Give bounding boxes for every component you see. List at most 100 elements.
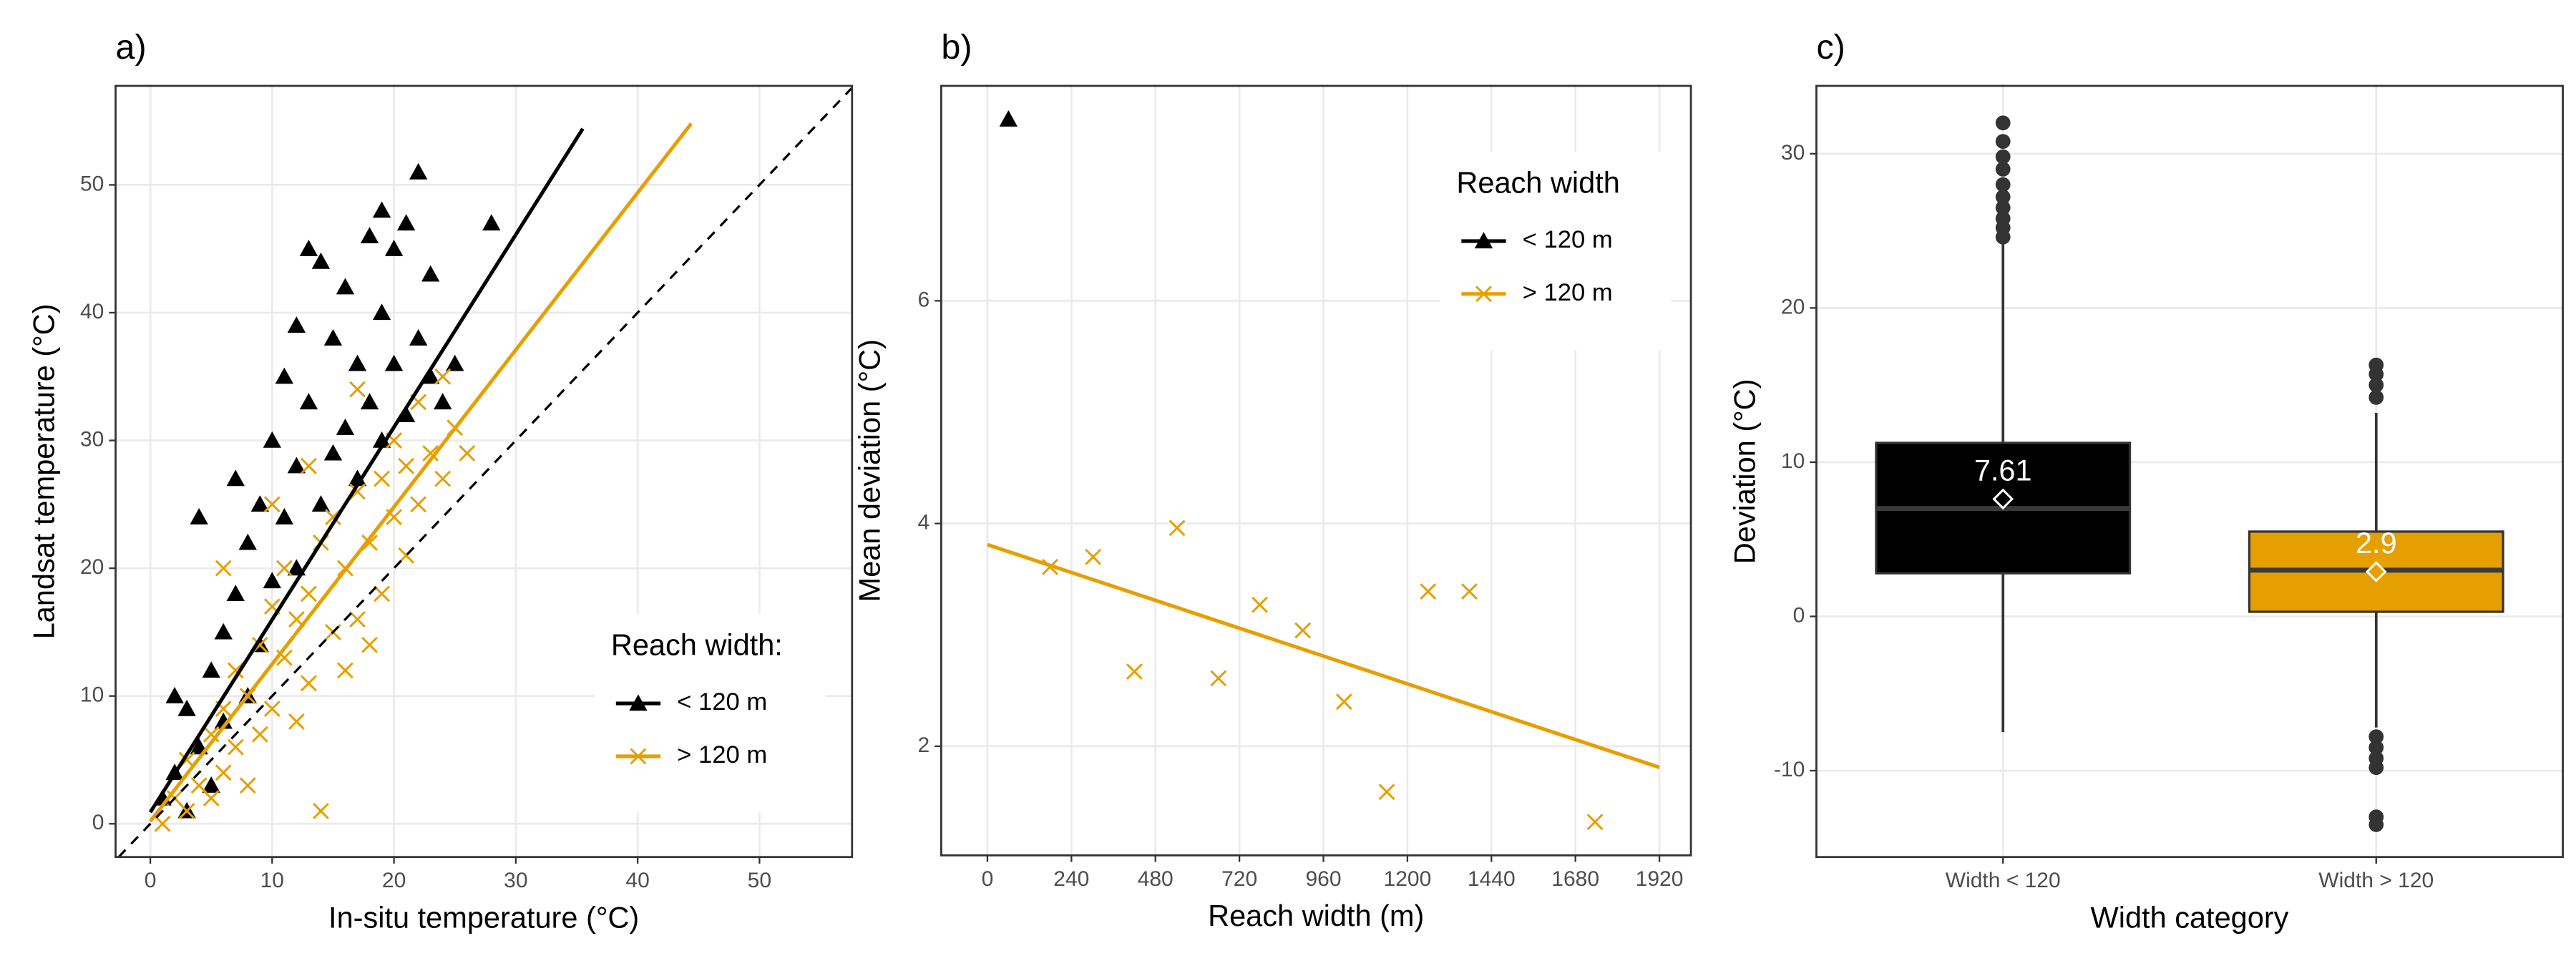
triangle-point <box>323 444 343 461</box>
triangle-point <box>299 393 318 410</box>
x-tick-label: 960 <box>1305 867 1341 891</box>
x-point <box>275 560 293 577</box>
fit-line <box>987 542 1660 769</box>
triangle-point <box>482 214 501 231</box>
outlier <box>1995 200 2011 215</box>
y-tick-label: 20 <box>80 555 104 579</box>
triangle-point <box>336 278 355 295</box>
triangle-point <box>177 699 196 716</box>
triangle-point <box>348 469 367 487</box>
x-point <box>434 470 452 487</box>
fit-line <box>149 122 693 823</box>
x-point <box>300 457 317 474</box>
x-point <box>349 611 366 628</box>
x-point <box>215 560 232 577</box>
triangle-point <box>238 533 257 550</box>
plot-frame <box>1815 84 2564 859</box>
x-tick-label: 30 <box>504 869 527 892</box>
x-tick-label: 480 <box>1138 867 1174 891</box>
triangle-point <box>202 661 220 678</box>
legend-label: < 120 m <box>1523 226 1613 253</box>
x-point <box>410 496 427 513</box>
triangle-point <box>311 495 331 512</box>
mean-label: 7.61 <box>1974 453 2032 487</box>
y-tick-label: 0 <box>92 811 104 834</box>
outlier <box>2368 729 2384 744</box>
legend-title: Reach width <box>1456 165 1619 199</box>
x-point <box>361 636 378 653</box>
x-point <box>349 483 366 500</box>
x-point <box>1378 784 1395 801</box>
x-point <box>337 662 353 679</box>
x-tick-label: 50 <box>748 869 771 892</box>
x-point <box>1294 622 1312 639</box>
panel-label: c) <box>1816 28 1845 67</box>
x-point <box>325 509 341 526</box>
plot-area <box>117 87 852 857</box>
triangle-point <box>396 214 416 231</box>
x-tick-label: 1200 <box>1384 867 1432 891</box>
y-tick-label: -10 <box>1774 758 1805 781</box>
x-tick-label: 10 <box>260 869 284 892</box>
x-axis-title: Width category <box>2091 900 2289 934</box>
legend-label: > 120 m <box>677 741 767 769</box>
x-tick-label: 720 <box>1221 867 1257 891</box>
x-point <box>239 777 256 794</box>
triangle-point <box>348 354 367 371</box>
x-point <box>263 701 280 717</box>
outlier <box>1995 210 2011 226</box>
outlier <box>1995 149 2011 165</box>
mean-marker <box>2365 561 2387 582</box>
y-tick-label: 0 <box>1793 603 1805 627</box>
y-tick-label: 30 <box>1781 141 1805 165</box>
outlier <box>1995 134 2011 149</box>
y-axis-title: Mean deviation (°C) <box>852 339 886 602</box>
x-point <box>154 815 171 832</box>
x-tick-label: Width > 120 <box>2318 869 2434 892</box>
outlier <box>2368 817 2384 832</box>
triangle-point <box>433 393 452 410</box>
y-tick-label: 40 <box>80 300 104 323</box>
outlier <box>1995 115 2011 131</box>
triangle-point <box>190 507 208 525</box>
triangle-point <box>299 239 318 256</box>
triangle-point <box>384 239 404 256</box>
x-point <box>251 726 268 743</box>
triangle-point <box>384 354 404 371</box>
y-tick-label: 10 <box>1781 449 1805 473</box>
triangle-point <box>263 572 282 589</box>
x-point <box>398 457 415 474</box>
triangle-point <box>214 712 233 729</box>
fit-line <box>148 127 585 814</box>
legend-background <box>1440 152 1672 351</box>
x-point <box>215 764 232 781</box>
mean-label: 2.9 <box>2356 526 2397 560</box>
y-axis-title: Landsat temperature (°C) <box>27 303 61 639</box>
x-tick-label: 1920 <box>1636 867 1684 891</box>
x-tick-label: 240 <box>1053 867 1089 891</box>
panel-label: b) <box>941 28 972 67</box>
x-point <box>203 726 220 743</box>
mean-marker <box>1992 488 2014 510</box>
x-point <box>312 802 329 819</box>
panel-label: a) <box>116 28 147 67</box>
triangle-point <box>1474 232 1493 249</box>
identity-line <box>117 87 852 857</box>
plot-frame <box>940 84 1692 857</box>
plot-area <box>987 109 1660 831</box>
triangle-point <box>287 316 306 333</box>
triangle-point <box>250 495 269 512</box>
legend-title: Reach width: <box>611 628 783 662</box>
x-point <box>300 585 317 602</box>
x-point <box>459 444 476 462</box>
x-point <box>1586 814 1604 831</box>
triangle-point <box>287 457 306 474</box>
triangle-point <box>165 686 184 703</box>
x-point <box>1169 519 1186 537</box>
triangle-point <box>202 776 220 793</box>
plot-frame <box>114 84 854 859</box>
triangle-point <box>226 585 245 601</box>
x-tick-label: 1440 <box>1468 867 1516 891</box>
x-point <box>1252 596 1268 613</box>
outlier <box>2368 377 2384 393</box>
